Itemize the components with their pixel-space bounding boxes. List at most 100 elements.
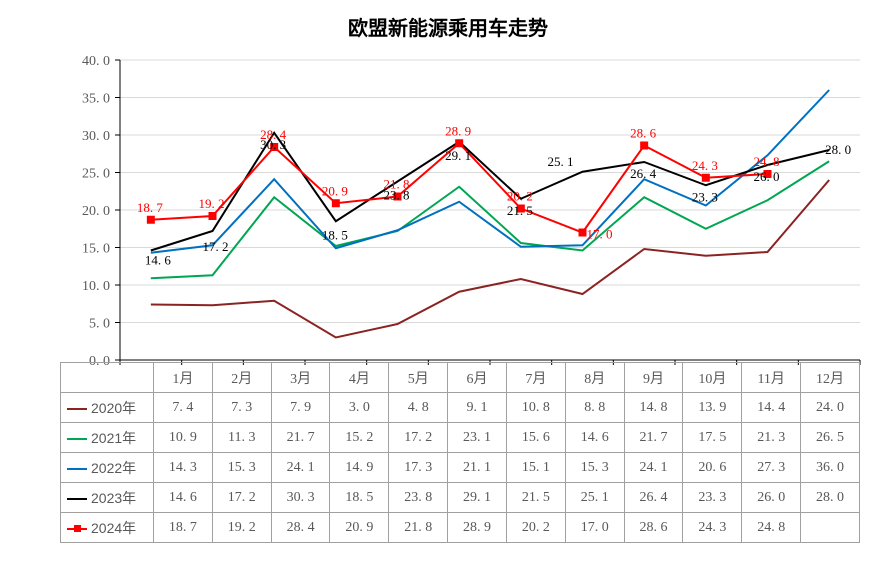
- svg-text:24. 8: 24. 8: [754, 154, 780, 169]
- svg-text:29. 1: 29. 1: [445, 148, 471, 163]
- cell: 14. 9: [330, 453, 389, 483]
- month-header: 6月: [448, 363, 507, 393]
- cell: 7. 9: [271, 393, 330, 423]
- svg-text:17. 2: 17. 2: [203, 239, 229, 254]
- cell: 29. 1: [448, 483, 507, 513]
- series-2023年: [151, 133, 829, 251]
- svg-text:25. 0: 25. 0: [82, 167, 110, 182]
- legend-2021年: 2021年: [61, 423, 154, 453]
- svg-text:21. 8: 21. 8: [384, 177, 410, 192]
- month-header: 2月: [212, 363, 271, 393]
- cell: 24. 1: [624, 453, 683, 483]
- month-header: 7月: [506, 363, 565, 393]
- cell: 21. 7: [624, 423, 683, 453]
- cell: 14. 3: [154, 453, 213, 483]
- svg-text:14. 6: 14. 6: [145, 253, 172, 268]
- cell: 14. 6: [565, 423, 624, 453]
- svg-text:18. 5: 18. 5: [322, 227, 348, 242]
- cell: 15. 3: [565, 453, 624, 483]
- cell: 7. 4: [154, 393, 213, 423]
- cell: 26. 0: [742, 483, 801, 513]
- cell: 21. 3: [742, 423, 801, 453]
- month-header: 11月: [742, 363, 801, 393]
- svg-text:20. 9: 20. 9: [322, 183, 348, 198]
- cell: 18. 5: [330, 483, 389, 513]
- cell: 15. 2: [330, 423, 389, 453]
- cell: 10. 9: [154, 423, 213, 453]
- cell: 28. 9: [448, 513, 507, 543]
- cell: 17. 3: [389, 453, 448, 483]
- svg-text:19. 2: 19. 2: [199, 196, 225, 211]
- cell: 24. 1: [271, 453, 330, 483]
- cell: 28. 0: [801, 483, 860, 513]
- cell: 25. 1: [565, 483, 624, 513]
- cell: 36. 0: [801, 453, 860, 483]
- cell: 13. 9: [683, 393, 742, 423]
- cell: 20. 6: [683, 453, 742, 483]
- cell: 26. 5: [801, 423, 860, 453]
- cell: 7. 3: [212, 393, 271, 423]
- cell: 28. 4: [271, 513, 330, 543]
- svg-text:17. 0: 17. 0: [587, 227, 613, 242]
- cell: 9. 1: [448, 393, 507, 423]
- cell: 28. 6: [624, 513, 683, 543]
- svg-text:40. 0: 40. 0: [82, 54, 110, 69]
- svg-text:24. 3: 24. 3: [692, 158, 718, 173]
- svg-text:26. 4: 26. 4: [630, 166, 657, 181]
- cell: 20. 9: [330, 513, 389, 543]
- cell: 20. 2: [506, 513, 565, 543]
- month-header: 5月: [389, 363, 448, 393]
- cell: 30. 3: [271, 483, 330, 513]
- cell: 14. 4: [742, 393, 801, 423]
- svg-text:15. 0: 15. 0: [82, 242, 110, 257]
- cell: 15. 1: [506, 453, 565, 483]
- svg-text:21. 5: 21. 5: [507, 203, 533, 218]
- svg-text:10. 0: 10. 0: [82, 279, 110, 294]
- cell: 4. 8: [389, 393, 448, 423]
- cell: 10. 8: [506, 393, 565, 423]
- svg-text:18. 7: 18. 7: [137, 200, 164, 215]
- svg-text:20. 0: 20. 0: [82, 204, 110, 219]
- cell: 19. 2: [212, 513, 271, 543]
- legend-2020年: 2020年: [61, 393, 154, 423]
- cell: 27. 3: [742, 453, 801, 483]
- cell: 21. 7: [271, 423, 330, 453]
- cell: 23. 3: [683, 483, 742, 513]
- cell: 3. 0: [330, 393, 389, 423]
- svg-text:28. 9: 28. 9: [445, 123, 471, 138]
- svg-text:5. 0: 5. 0: [89, 317, 110, 332]
- data-table: 1月2月3月4月5月6月7月8月9月10月11月12月2020年7. 47. 3…: [60, 362, 860, 543]
- cell: 24. 3: [683, 513, 742, 543]
- cell: 17. 5: [683, 423, 742, 453]
- month-header: 9月: [624, 363, 683, 393]
- legend-2023年: 2023年: [61, 483, 154, 513]
- cell: 24. 0: [801, 393, 860, 423]
- cell: 8. 8: [565, 393, 624, 423]
- svg-text:20. 2: 20. 2: [507, 189, 533, 204]
- svg-text:28. 0: 28. 0: [825, 142, 851, 157]
- cell: 24. 8: [742, 513, 801, 543]
- cell: 17. 2: [389, 423, 448, 453]
- month-header: 10月: [683, 363, 742, 393]
- cell: 14. 8: [624, 393, 683, 423]
- legend-2024年: 2024年: [61, 513, 154, 543]
- svg-text:28. 6: 28. 6: [630, 126, 657, 141]
- svg-text:28. 4: 28. 4: [260, 127, 287, 142]
- cell: 14. 6: [154, 483, 213, 513]
- cell: 11. 3: [212, 423, 271, 453]
- cell: 17. 0: [565, 513, 624, 543]
- svg-text:25. 1: 25. 1: [548, 154, 574, 169]
- cell: 21. 8: [389, 513, 448, 543]
- month-header: 3月: [271, 363, 330, 393]
- cell: 18. 7: [154, 513, 213, 543]
- svg-text:30. 0: 30. 0: [82, 129, 110, 144]
- svg-text:35. 0: 35. 0: [82, 92, 110, 107]
- month-header: 1月: [154, 363, 213, 393]
- cell: 26. 4: [624, 483, 683, 513]
- cell: 23. 1: [448, 423, 507, 453]
- svg-text:26. 0: 26. 0: [754, 169, 780, 184]
- cell: 23. 8: [389, 483, 448, 513]
- cell: [801, 513, 860, 543]
- cell: 21. 1: [448, 453, 507, 483]
- svg-text:23. 3: 23. 3: [692, 189, 718, 204]
